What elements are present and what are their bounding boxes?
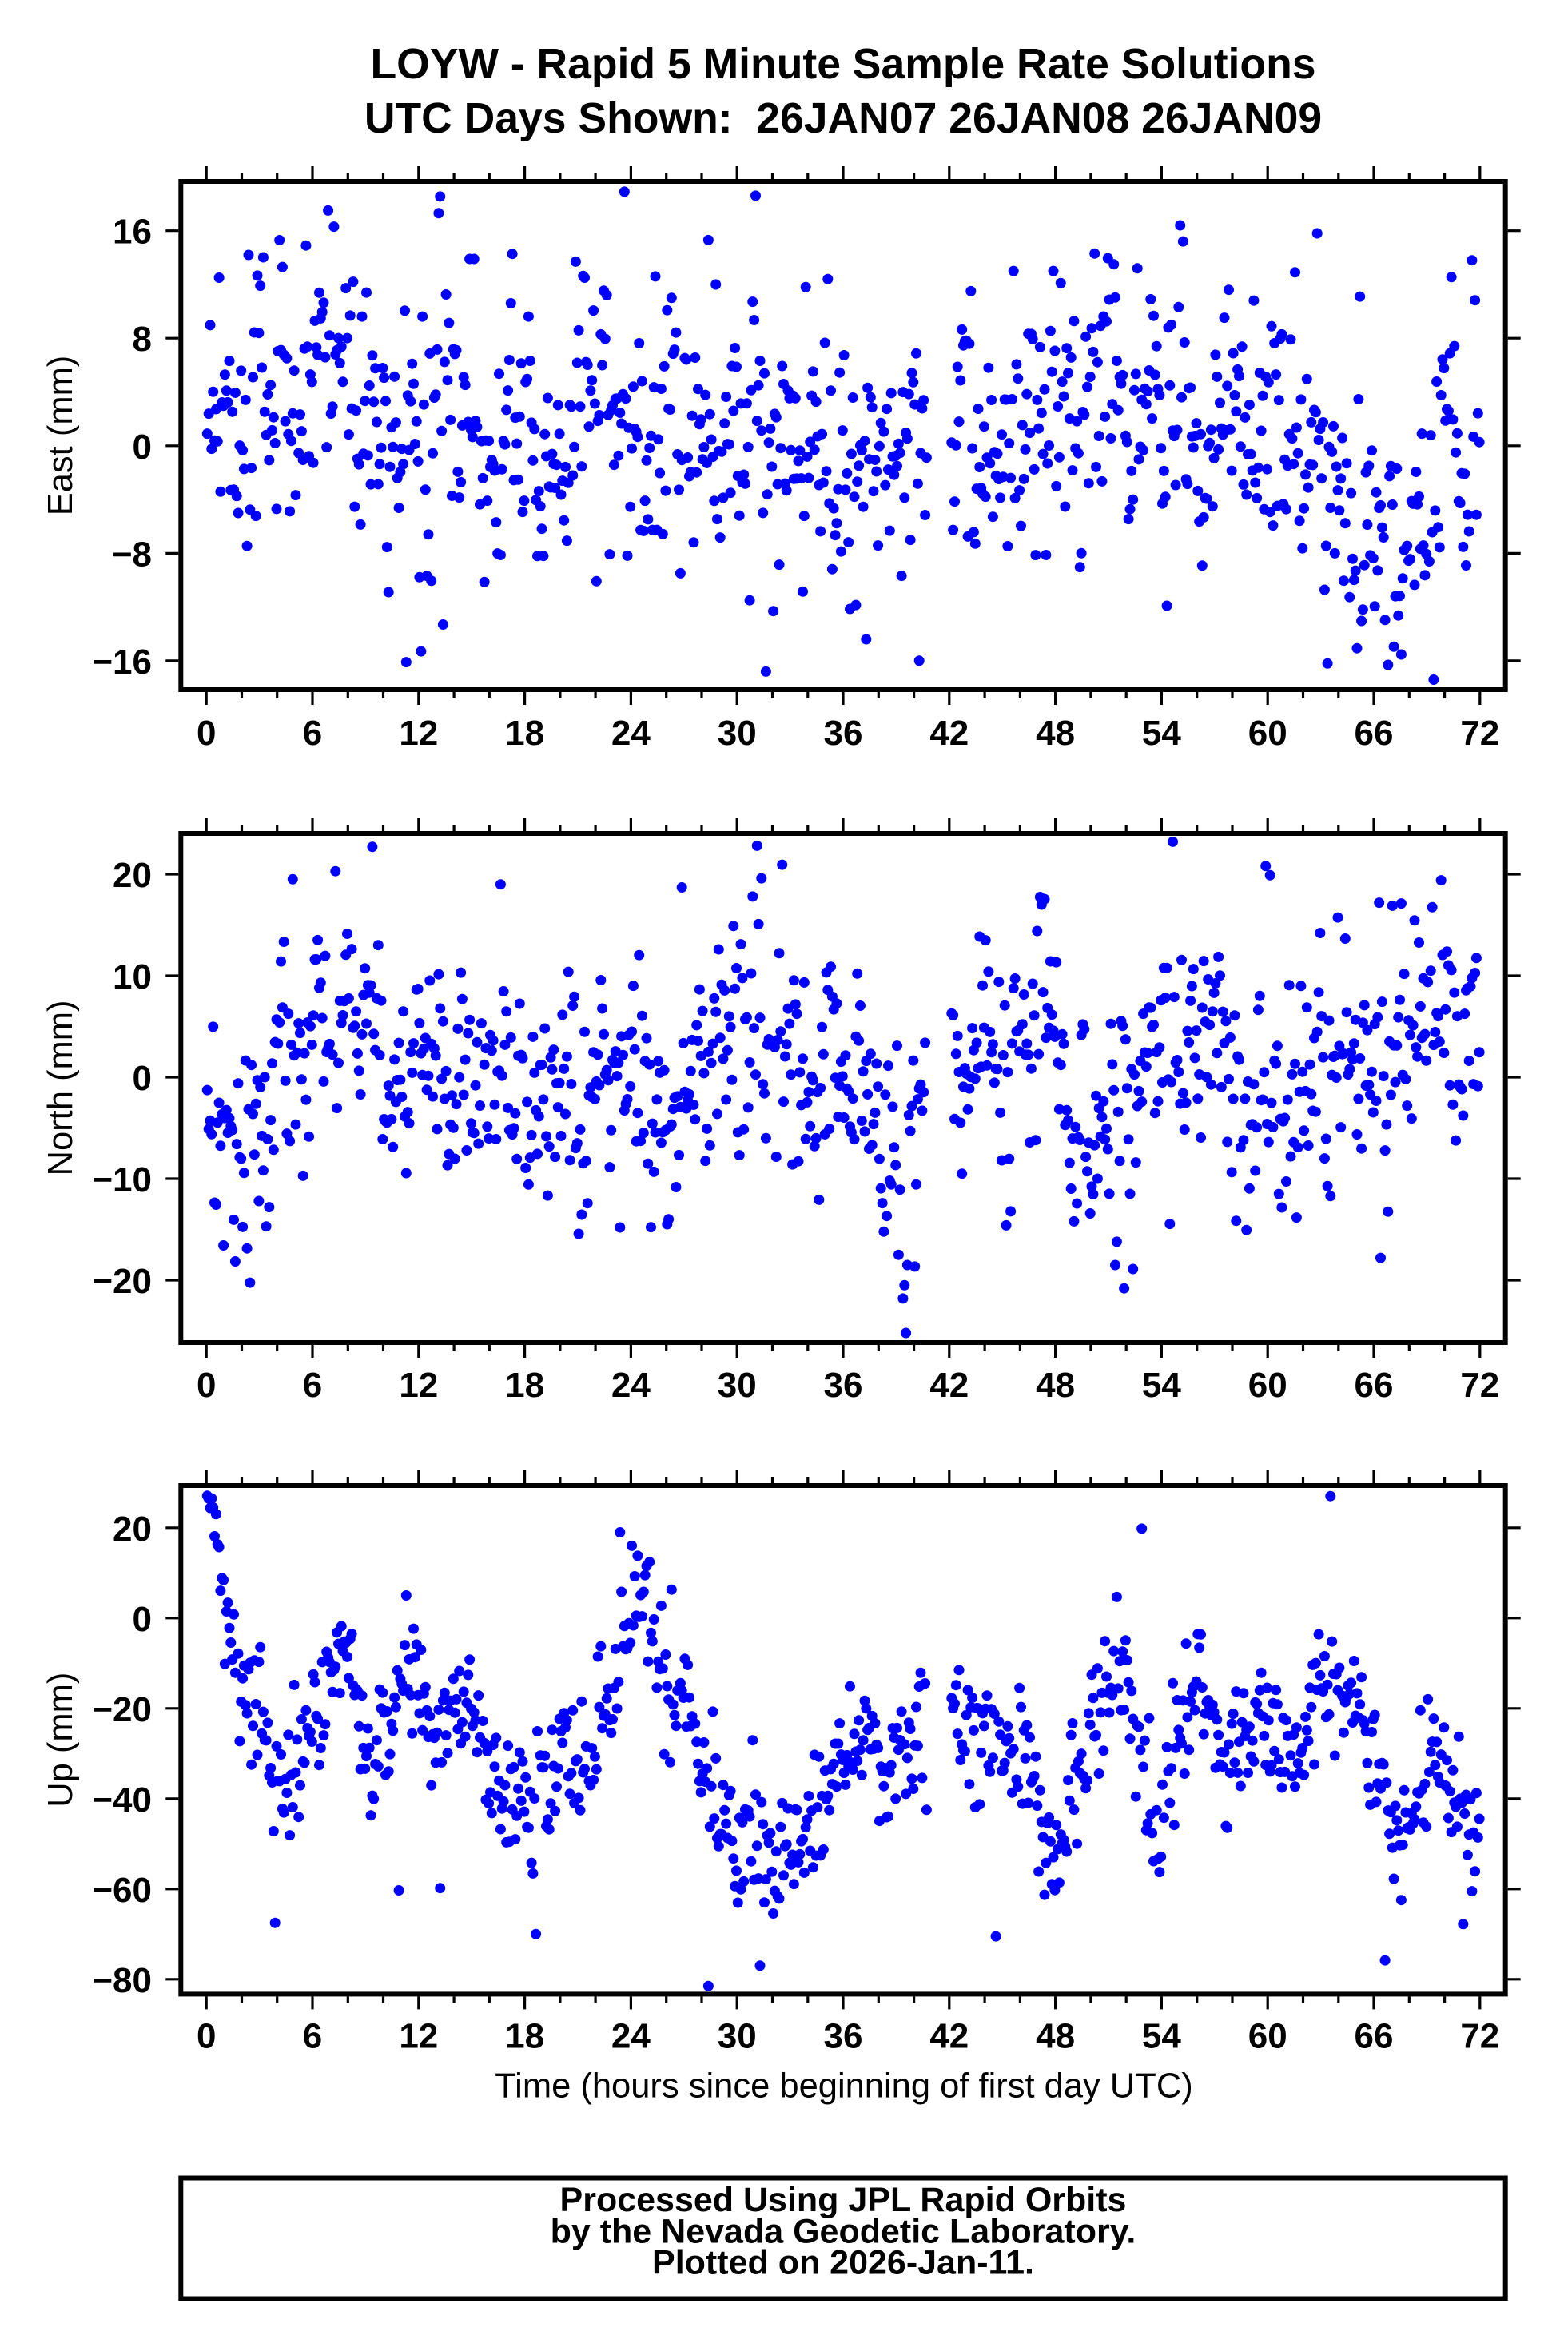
svg-text:0: 0 — [133, 1059, 152, 1098]
svg-text:24: 24 — [611, 2017, 651, 2056]
svg-text:Plotted on 2026-Jan-11.: Plotted on 2026-Jan-11. — [652, 2244, 1034, 2282]
svg-text:6: 6 — [303, 1366, 322, 1405]
svg-text:0: 0 — [197, 1366, 216, 1405]
svg-text:0: 0 — [197, 714, 216, 753]
svg-text:−20: −20 — [92, 1262, 152, 1301]
svg-text:66: 66 — [1355, 714, 1394, 753]
svg-text:36: 36 — [824, 714, 863, 753]
svg-text:−10: −10 — [92, 1160, 152, 1199]
svg-text:48: 48 — [1036, 2017, 1075, 2056]
svg-text:by the Nevada Geodetic Laborat: by the Nevada Geodetic Laboratory. — [551, 2213, 1136, 2251]
svg-text:12: 12 — [399, 2017, 438, 2056]
svg-text:60: 60 — [1248, 714, 1287, 753]
svg-text:48: 48 — [1036, 1366, 1075, 1405]
svg-text:6: 6 — [303, 2017, 322, 2056]
svg-text:−80: −80 — [92, 1961, 152, 2000]
svg-text:10: 10 — [113, 957, 152, 996]
svg-text:66: 66 — [1355, 1366, 1394, 1405]
svg-text:20: 20 — [113, 856, 152, 895]
svg-text:24: 24 — [611, 714, 651, 753]
svg-text:16: 16 — [113, 213, 152, 252]
svg-text:30: 30 — [718, 1366, 757, 1405]
svg-text:66: 66 — [1355, 2017, 1394, 2056]
svg-text:−16: −16 — [92, 642, 152, 682]
svg-text:12: 12 — [399, 714, 438, 753]
svg-text:−40: −40 — [92, 1780, 152, 1820]
svg-text:−60: −60 — [92, 1871, 152, 1910]
svg-text:−8: −8 — [112, 535, 152, 574]
svg-text:30: 30 — [718, 714, 757, 753]
svg-text:24: 24 — [611, 1366, 651, 1405]
svg-text:0: 0 — [197, 2017, 216, 2056]
svg-text:36: 36 — [824, 1366, 863, 1405]
svg-text:42: 42 — [929, 2017, 969, 2056]
svg-text:East (mm): East (mm) — [42, 356, 80, 516]
svg-text:36: 36 — [824, 2017, 863, 2056]
svg-text:54: 54 — [1142, 1366, 1181, 1405]
svg-text:12: 12 — [399, 1366, 438, 1405]
svg-text:8: 8 — [133, 320, 152, 359]
svg-text:18: 18 — [505, 1366, 544, 1405]
svg-text:60: 60 — [1248, 2017, 1287, 2056]
svg-text:42: 42 — [929, 714, 969, 753]
svg-text:−20: −20 — [92, 1690, 152, 1729]
svg-text:72: 72 — [1460, 2017, 1499, 2056]
svg-text:Time (hours since beginning of: Time (hours since beginning of first day… — [495, 2067, 1193, 2106]
svg-text:54: 54 — [1142, 714, 1181, 753]
svg-text:Up (mm): Up (mm) — [42, 1673, 80, 1808]
svg-text:0: 0 — [133, 428, 152, 467]
svg-text:0: 0 — [133, 1600, 152, 1639]
svg-text:18: 18 — [505, 2017, 544, 2056]
svg-text:20: 20 — [113, 1510, 152, 1549]
svg-text:18: 18 — [505, 714, 544, 753]
svg-text:Processed Using JPL Rapid Orbi: Processed Using JPL Rapid Orbits — [560, 2181, 1127, 2219]
svg-text:60: 60 — [1248, 1366, 1287, 1405]
svg-text:6: 6 — [303, 714, 322, 753]
svg-text:72: 72 — [1460, 714, 1499, 753]
svg-text:54: 54 — [1142, 2017, 1181, 2056]
svg-text:42: 42 — [929, 1366, 969, 1405]
svg-text:30: 30 — [718, 2017, 757, 2056]
svg-text:LOYW - Rapid 5 Minute Sample R: LOYW - Rapid 5 Minute Sample Rate Soluti… — [370, 41, 1315, 88]
svg-text:UTC Days Shown: 26JAN07 26JAN: UTC Days Shown: 26JAN07 26JAN08 26JAN09 — [364, 95, 1322, 142]
svg-text:North (mm): North (mm) — [42, 1000, 80, 1176]
svg-text:72: 72 — [1460, 1366, 1499, 1405]
svg-text:48: 48 — [1036, 714, 1075, 753]
